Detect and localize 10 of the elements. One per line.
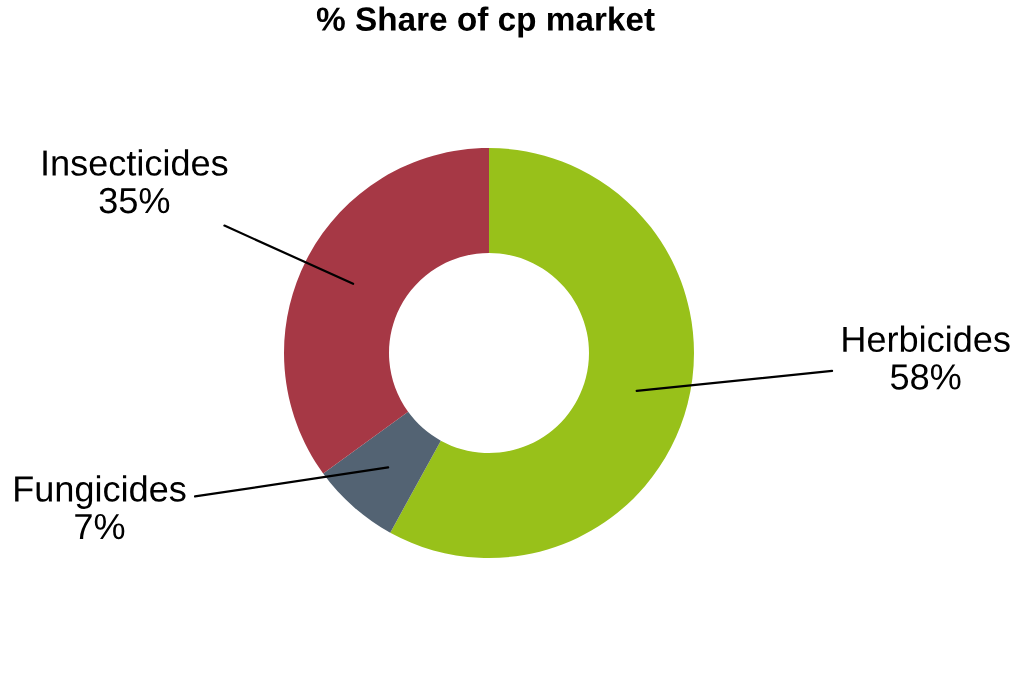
chart-title: % Share of cp market	[316, 6, 655, 38]
donut-slice	[284, 148, 489, 474]
donut-slice	[390, 148, 694, 558]
data-label: 7%	[75, 513, 125, 540]
slice-label: Herbicides	[843, 325, 1010, 353]
data-label: 58%	[890, 364, 961, 390]
slice-label: Insecticides	[43, 149, 228, 176]
slice-label: Fungicides	[15, 475, 186, 509]
donut-slice	[323, 411, 441, 533]
data-label: 35%	[99, 187, 170, 214]
